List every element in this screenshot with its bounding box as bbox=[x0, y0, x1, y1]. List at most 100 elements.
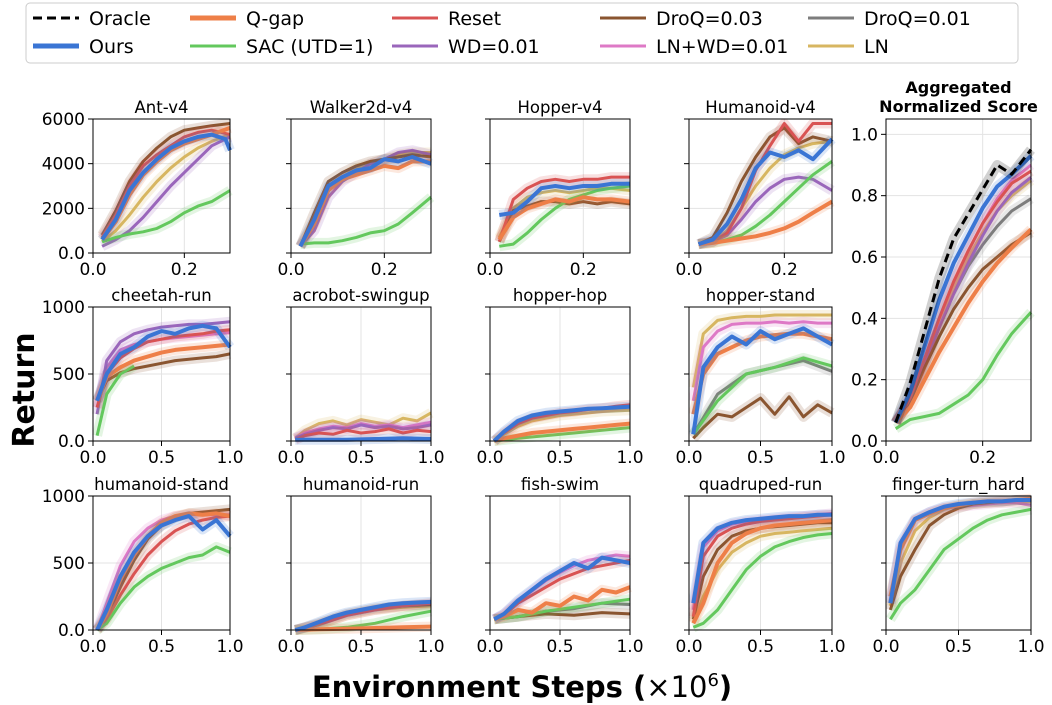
series-line bbox=[894, 227, 1033, 424]
subplot-title: humanoid-run bbox=[303, 475, 419, 494]
series-line bbox=[100, 122, 231, 236]
series-line bbox=[691, 518, 833, 625]
subplot-title: quadruped-run bbox=[699, 475, 823, 494]
subplot-title: acrobot-swingup bbox=[292, 286, 429, 305]
series-line bbox=[698, 199, 834, 247]
axes-frame bbox=[489, 118, 631, 254]
y-tick-label: 0.4 bbox=[851, 309, 878, 329]
x-tick-label: 0.0 bbox=[872, 448, 899, 468]
x-tick-label: 1.0 bbox=[216, 637, 243, 657]
legend-label: Ours bbox=[89, 36, 134, 58]
legend-label: WD=0.01 bbox=[448, 36, 540, 58]
subplot: 0.0 0.2 0.0 0.2 0.4 0.6 0.8 1.0 AggregatedNormal… bbox=[851, 78, 1038, 468]
x-tick-label: 0.0 bbox=[675, 260, 702, 280]
y-tick-label: 0.0 bbox=[58, 244, 85, 264]
legend-label: LN bbox=[864, 36, 889, 58]
subplot: 0.0 0.5 1.0 humanoid-run bbox=[277, 475, 444, 657]
legend-label: SAC (UTD=1) bbox=[246, 36, 373, 58]
series-line bbox=[493, 421, 631, 443]
x-tick-label: 0.5 bbox=[148, 448, 175, 468]
x-tick-label: 0.0 bbox=[476, 448, 503, 468]
series-line bbox=[100, 132, 232, 241]
series-line bbox=[499, 184, 631, 248]
series-line bbox=[493, 408, 631, 443]
series-line bbox=[294, 411, 432, 440]
series-line bbox=[101, 189, 231, 244]
y-tick-label: 1.0 bbox=[851, 125, 878, 145]
x-axis-label-prefix: Environment Steps ( bbox=[312, 670, 646, 704]
legend-label: Oracle bbox=[89, 8, 151, 30]
series-line bbox=[692, 395, 833, 440]
y-tick-label: 4000 bbox=[42, 155, 85, 175]
x-tick-label: 0.0 bbox=[79, 260, 106, 280]
series-line bbox=[300, 196, 432, 246]
y-tick-label: 1000 bbox=[42, 487, 85, 507]
x-tick-label: 0.0 bbox=[476, 637, 503, 657]
legend-label: Reset bbox=[448, 8, 501, 30]
subplot-title: Humanoid-v4 bbox=[705, 98, 815, 117]
series-line bbox=[888, 498, 1031, 604]
subplot-title: Ant-v4 bbox=[135, 98, 189, 117]
legend-frame bbox=[25, 2, 1019, 64]
subplot-title: hopper-hop bbox=[513, 286, 607, 305]
x-tick-label: 0.5 bbox=[347, 637, 374, 657]
x-tick-label: 0.0 bbox=[277, 448, 304, 468]
y-tick-label: 0.2 bbox=[851, 371, 878, 391]
axes-frame bbox=[290, 118, 432, 254]
subplot: 0.0 0.5 1.0 acrobot-swingup bbox=[277, 286, 444, 468]
series-line bbox=[492, 404, 631, 443]
x-tick-label: 0.2 bbox=[171, 260, 198, 280]
y-tick-label: 500 bbox=[53, 365, 85, 385]
series-line bbox=[894, 169, 1032, 424]
series-line bbox=[494, 597, 631, 621]
y-tick-label: 1000 bbox=[42, 298, 85, 318]
series-line bbox=[298, 153, 432, 247]
subplot: 0.0 0.5 1.0 finger-turn_hard bbox=[872, 475, 1044, 657]
subplot-grid: 0.0 0.2 0.0 2000 4000 6000 Ant-v4 0.0 0.2 Walker2… bbox=[42, 78, 1045, 657]
series-line bbox=[95, 323, 232, 402]
subplot: 0.0 0.5 1.0 0.0 500 1000 humanoid-stand bbox=[42, 475, 244, 657]
x-tick-label: 0.0 bbox=[675, 448, 702, 468]
series-line bbox=[95, 514, 231, 632]
x-tick-label: 0.5 bbox=[747, 448, 774, 468]
series-line bbox=[497, 195, 631, 241]
x-tick-label: 0.0 bbox=[476, 260, 503, 280]
subplot-title: fish-swim bbox=[521, 475, 599, 494]
series-line bbox=[95, 320, 231, 415]
subplot-title: Hopper-v4 bbox=[517, 98, 602, 117]
x-axis-label: Environment Steps (×106) bbox=[312, 670, 732, 704]
y-tick-label: 500 bbox=[53, 554, 85, 574]
x-tick-label: 0.5 bbox=[546, 637, 573, 657]
x-tick-label: 0.5 bbox=[945, 637, 972, 657]
series-line bbox=[691, 320, 832, 402]
series-line bbox=[295, 436, 432, 442]
series-line bbox=[894, 148, 1033, 424]
y-tick-label: 0.8 bbox=[851, 187, 878, 207]
series-line bbox=[494, 426, 631, 443]
series-line bbox=[295, 624, 432, 632]
subplot: 0.0 0.5 1.0 hopper-stand bbox=[675, 286, 845, 468]
y-tick-label: 0.6 bbox=[851, 248, 878, 268]
series-line bbox=[691, 512, 832, 604]
series-line bbox=[691, 331, 833, 415]
x-tick-label: 1.0 bbox=[818, 448, 845, 468]
subplot: 0.0 0.5 1.0 hopper-hop bbox=[476, 286, 643, 468]
series-line bbox=[691, 326, 833, 435]
x-tick-label: 0.2 bbox=[570, 260, 597, 280]
subplot: 0.0 0.2 Humanoid-v4 bbox=[675, 98, 836, 280]
series-line bbox=[294, 599, 432, 632]
x-tick-label: 0.0 bbox=[277, 637, 304, 657]
axes-frame bbox=[885, 118, 1032, 442]
subplot: 0.0 0.5 1.0 0.0 500 1000 cheetah-run bbox=[42, 286, 244, 468]
x-tick-label: 1.0 bbox=[616, 448, 643, 468]
subplot-title: cheetah-run bbox=[111, 286, 212, 305]
x-axis-label-suffix: ) bbox=[719, 670, 732, 704]
y-tick-label: 0.0 bbox=[58, 621, 85, 641]
x-tick-label: 1.0 bbox=[616, 637, 643, 657]
subplot-title-line: Normalized Score bbox=[879, 97, 1038, 116]
series-line bbox=[889, 507, 1032, 621]
legend-label: LN+WD=0.01 bbox=[656, 36, 788, 58]
y-tick-label: 0.0 bbox=[58, 432, 85, 452]
series-line bbox=[95, 342, 231, 402]
x-tick-label: 0.0 bbox=[79, 448, 106, 468]
